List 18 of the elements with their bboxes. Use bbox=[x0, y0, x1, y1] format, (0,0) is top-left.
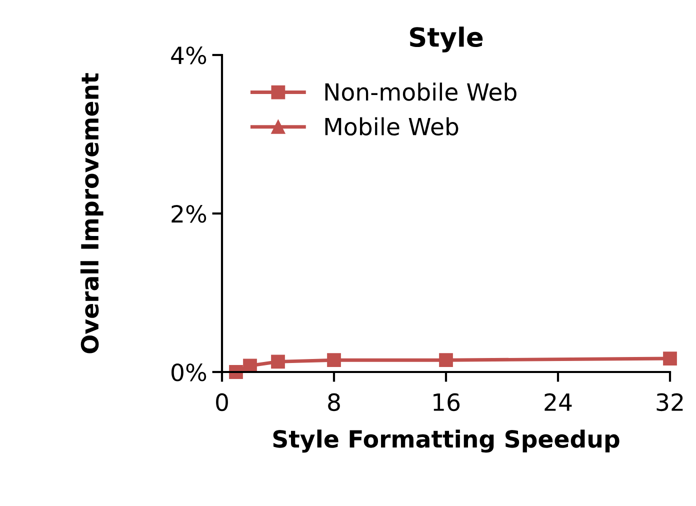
x-tick-label: 16 bbox=[434, 393, 460, 412]
x-tick-label: 8 bbox=[328, 393, 340, 412]
x-tick-label: 32 bbox=[656, 393, 683, 412]
legend-label: Mobile Web bbox=[325, 117, 458, 136]
x-tick-label: 24 bbox=[544, 393, 572, 411]
x-tick-label: 0 bbox=[216, 393, 228, 412]
y-tick-label: 4% bbox=[171, 46, 206, 64]
point bbox=[327, 353, 341, 368]
point bbox=[439, 353, 453, 368]
point bbox=[243, 358, 257, 373]
y-tick-label: 0% bbox=[172, 363, 206, 382]
legend-label: Non-mobile Web bbox=[325, 82, 516, 101]
x-axis-title: Style Formatting Speedup bbox=[273, 430, 620, 453]
y-tick-label: 2% bbox=[172, 204, 206, 223]
chart-title: Style bbox=[410, 26, 483, 52]
point bbox=[271, 354, 285, 369]
y-axis-title: Overall Improvement bbox=[80, 73, 104, 354]
point bbox=[663, 352, 677, 366]
